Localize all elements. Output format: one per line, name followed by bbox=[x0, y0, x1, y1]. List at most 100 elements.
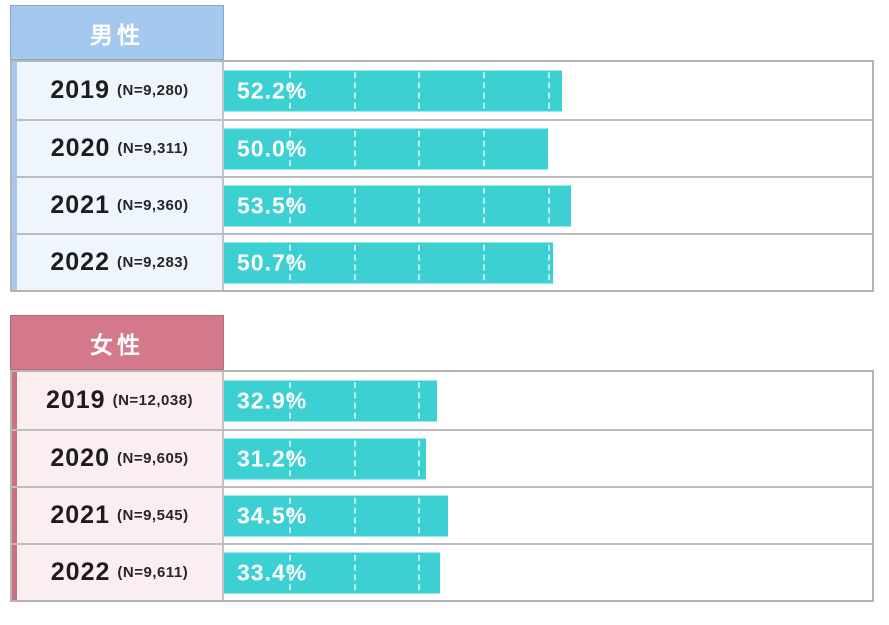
value-bar: 50.7% bbox=[224, 242, 553, 283]
sample-size-label: (N=9,360) bbox=[117, 197, 189, 214]
gridline bbox=[548, 62, 550, 119]
year-label: 2019 bbox=[50, 76, 110, 104]
bar-cell: 31.2% bbox=[224, 431, 872, 486]
row-label-cell: 2020 (N=9,605) bbox=[17, 431, 224, 486]
bar-cell: 52.2% bbox=[224, 62, 872, 119]
gridline bbox=[677, 431, 680, 486]
gridline bbox=[353, 121, 356, 176]
sample-size-label: (N=9,611) bbox=[117, 564, 189, 581]
year-label: 2022 bbox=[50, 248, 110, 276]
row-accent-strip bbox=[12, 431, 17, 486]
row-accent-strip bbox=[12, 121, 17, 176]
gridline bbox=[288, 178, 291, 233]
gridline bbox=[612, 62, 615, 119]
row-label-cell: 2022 (N=9,611) bbox=[17, 545, 224, 600]
sample-size-label: (N=9,605) bbox=[117, 450, 189, 467]
gridline bbox=[288, 372, 291, 429]
gridline bbox=[483, 121, 486, 176]
gridline bbox=[418, 62, 421, 119]
gridline bbox=[742, 178, 745, 233]
gridline bbox=[807, 488, 810, 543]
gridline bbox=[548, 235, 550, 290]
row-label-cell: 2019 (N=9,280) bbox=[17, 62, 224, 119]
gridline bbox=[288, 235, 291, 290]
year-label: 2021 bbox=[50, 191, 110, 219]
gridline bbox=[483, 178, 486, 233]
year-label: 2021 bbox=[50, 501, 110, 529]
value-label: 33.4% bbox=[237, 559, 308, 585]
gridline bbox=[612, 121, 615, 176]
table-row: 2020 (N=9,605) 31.2% bbox=[12, 429, 872, 486]
value-label: 50.7% bbox=[237, 249, 308, 275]
row-accent-strip bbox=[12, 545, 17, 600]
gridline bbox=[483, 62, 486, 119]
gridline bbox=[677, 372, 680, 429]
row-label-cell: 2022 (N=9,283) bbox=[17, 235, 224, 290]
gridline bbox=[612, 545, 615, 600]
table-row: 2019 (N=12,038) 32.9% bbox=[12, 372, 872, 429]
gridline bbox=[612, 178, 615, 233]
gridline bbox=[548, 121, 550, 176]
gridline bbox=[418, 431, 421, 486]
gender-section: 男性 2019 (N=9,280) 52.2% 2020 (N=9,311) bbox=[10, 5, 874, 292]
gender-header: 女性 bbox=[10, 315, 224, 370]
gridline bbox=[742, 372, 745, 429]
row-accent-strip bbox=[12, 235, 17, 290]
gridline bbox=[612, 488, 615, 543]
gender-table: 2019 (N=12,038) 32.9% 2020 (N=9,605) 31.… bbox=[10, 370, 874, 602]
gridline bbox=[483, 235, 486, 290]
gridline bbox=[742, 488, 745, 543]
table-row: 2022 (N=9,611) 33.4% bbox=[12, 543, 872, 600]
gridline bbox=[612, 431, 615, 486]
gridline bbox=[353, 372, 356, 429]
gridline bbox=[353, 431, 356, 486]
gridline bbox=[612, 372, 615, 429]
year-label: 2022 bbox=[50, 558, 111, 586]
gender-table: 2019 (N=9,280) 52.2% 2020 (N=9,311) 50.0… bbox=[10, 60, 874, 292]
bar-cell: 33.4% bbox=[224, 545, 872, 600]
gridline bbox=[677, 488, 680, 543]
gridline bbox=[677, 121, 680, 176]
bar-cell: 53.5% bbox=[224, 178, 872, 233]
year-label: 2020 bbox=[50, 134, 111, 162]
gridline bbox=[483, 488, 486, 543]
value-label: 52.2% bbox=[237, 77, 308, 103]
gridline bbox=[288, 488, 291, 543]
gridline bbox=[548, 488, 550, 543]
value-bar: 50.0% bbox=[224, 128, 548, 169]
sample-size-label: (N=9,283) bbox=[117, 254, 189, 271]
gridline bbox=[353, 488, 356, 543]
gridline bbox=[612, 235, 615, 290]
value-bar: 32.9% bbox=[224, 380, 438, 421]
gridline bbox=[548, 178, 550, 233]
gridline bbox=[742, 235, 745, 290]
gridline bbox=[418, 121, 421, 176]
bar-cell: 50.0% bbox=[224, 121, 872, 176]
value-label: 34.5% bbox=[237, 502, 308, 528]
gridline bbox=[807, 431, 810, 486]
value-label: 31.2% bbox=[237, 445, 308, 471]
gridline bbox=[677, 545, 680, 600]
table-row: 2019 (N=9,280) 52.2% bbox=[12, 62, 872, 119]
gender-header: 男性 bbox=[10, 5, 224, 60]
sample-size-label: (N=9,545) bbox=[117, 507, 189, 524]
bar-cell: 50.7% bbox=[224, 235, 872, 290]
row-accent-strip bbox=[12, 488, 17, 543]
year-label: 2019 bbox=[45, 386, 106, 414]
gridline bbox=[807, 178, 810, 233]
row-label-cell: 2019 (N=12,038) bbox=[17, 372, 224, 429]
table-row: 2021 (N=9,545) 34.5% bbox=[12, 486, 872, 543]
gridline bbox=[418, 178, 421, 233]
bar-cell: 32.9% bbox=[224, 372, 872, 429]
gridline bbox=[353, 62, 356, 119]
gridline bbox=[807, 121, 810, 176]
value-label: 32.9% bbox=[237, 387, 308, 413]
gridline bbox=[742, 545, 745, 600]
row-label-cell: 2021 (N=9,360) bbox=[17, 178, 224, 233]
value-bar: 34.5% bbox=[224, 495, 448, 536]
gridline bbox=[353, 178, 356, 233]
gridline bbox=[483, 372, 486, 429]
gridline bbox=[288, 62, 291, 119]
row-label-cell: 2020 (N=9,311) bbox=[17, 121, 224, 176]
